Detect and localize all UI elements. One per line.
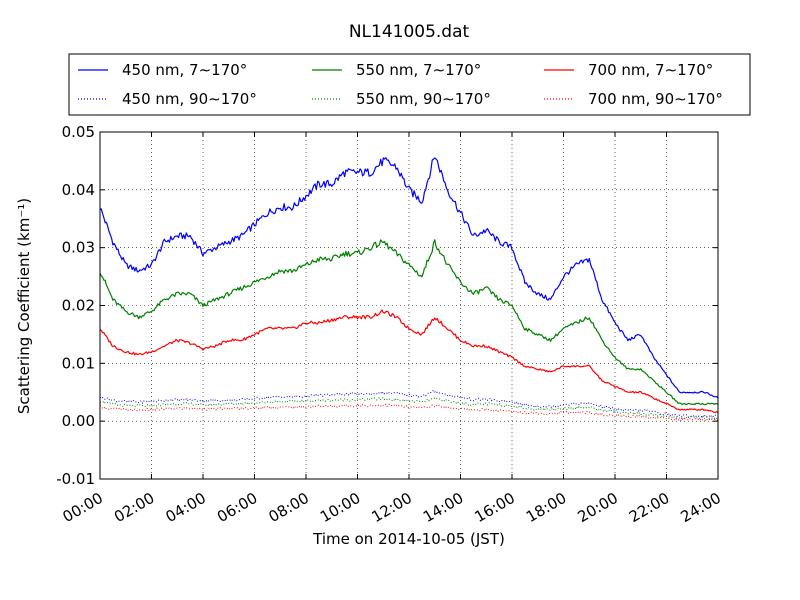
series-line [99, 239, 719, 406]
legend: 450 nm, 7∼170° 550 nm, 7∼170° 700 nm, 7∼17… [68, 53, 751, 116]
series-line [99, 309, 719, 413]
y-tick-label: 0.02 [62, 297, 95, 315]
legend-box [68, 53, 751, 116]
series-line [99, 157, 719, 399]
chart-title: NL141005.dat [349, 22, 470, 42]
legend-label: 550 nm, 90∼170° [356, 90, 491, 108]
legend-label: 550 nm, 7∼170° [356, 61, 481, 79]
x-axis-label: Time on 2014-10-05 (JST) [312, 530, 505, 548]
legend-label: 450 nm, 90∼170° [122, 90, 257, 108]
y-tick-label: 0.05 [62, 123, 95, 141]
series-line [99, 403, 719, 422]
y-axis-label: Scattering Coefficient (km⁻¹) [15, 198, 33, 414]
y-tick-label: 0.00 [62, 412, 95, 430]
series-line [99, 396, 719, 420]
series-layer [99, 157, 719, 422]
legend-label: 700 nm, 90∼170° [588, 90, 723, 108]
y-tick-label: 0.01 [62, 354, 95, 372]
y-tick-label: 0.03 [62, 239, 95, 257]
y-tick-label: 0.04 [62, 181, 95, 199]
y-tick-label: -0.01 [56, 470, 95, 488]
legend-label: 700 nm, 7∼170° [588, 61, 713, 79]
legend-label: 450 nm, 7∼170° [122, 61, 247, 79]
series-line [99, 389, 719, 418]
grid [100, 132, 718, 479]
